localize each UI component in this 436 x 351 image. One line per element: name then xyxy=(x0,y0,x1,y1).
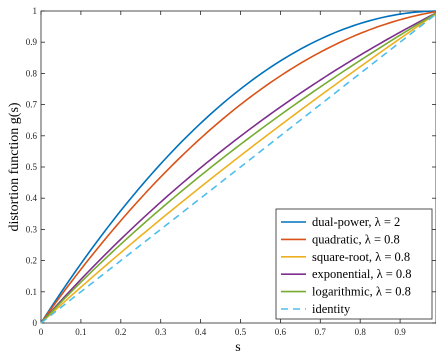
series-line-1 xyxy=(40,10,436,324)
x-tick-label: 0.9 xyxy=(394,327,406,337)
y-tick-label: 1 xyxy=(33,6,38,16)
x-tick-label: 0.3 xyxy=(155,327,167,337)
y-tick-label: 0.8 xyxy=(26,68,38,78)
y-tick-label: 0.6 xyxy=(26,131,38,141)
x-tick-label: 0.8 xyxy=(355,327,367,337)
y-tick-label: 0.5 xyxy=(26,162,38,172)
series-lines xyxy=(40,10,436,324)
y-tick-label: 0.2 xyxy=(26,256,37,266)
series-line-2 xyxy=(40,13,436,324)
y-tick-label: 0.7 xyxy=(26,100,38,110)
legend-box xyxy=(275,208,433,320)
series-line-3 xyxy=(40,12,436,324)
legend-label-2: square-root, λ = 0.8 xyxy=(312,250,410,264)
legend-label-1: quadratic, λ = 0.8 xyxy=(312,232,400,246)
legend-label-3: exponential, λ = 0.8 xyxy=(312,267,412,281)
x-tick-label: 0.1 xyxy=(75,327,86,337)
x-tick-label: 0.7 xyxy=(315,327,327,337)
y-tick-label: 0.3 xyxy=(26,224,38,234)
x-tick-label: 0.4 xyxy=(195,327,207,337)
x-axis-label: s xyxy=(235,340,240,351)
series-line-0 xyxy=(40,10,436,324)
ticks: 0 0.1 0.2 0.3 0.4 0.5 0.6 0.7 0.8 0.9 0 0.1 0.2 0.3 0.… xyxy=(26,6,436,337)
legend-label-0: dual-power, λ = 2 xyxy=(312,215,400,229)
y-axis-label: distortion function g(s) xyxy=(7,102,22,231)
legend: dual-power, λ = 2 quadratic, λ = 0.8 squar… xyxy=(275,208,433,320)
x-tick-label: 0.2 xyxy=(115,327,126,337)
legend-label-5: identity xyxy=(312,302,351,316)
y-tick-label: 0.9 xyxy=(26,37,38,47)
x-tick-label: 0 xyxy=(39,327,44,337)
x-tick-label: 0.5 xyxy=(235,327,247,337)
x-tick-label: 0.6 xyxy=(275,327,287,337)
y-tick-label: 0.1 xyxy=(26,287,37,297)
y-tick-label: 0.4 xyxy=(26,193,38,203)
series-line-4 xyxy=(40,12,436,324)
legend-label-4: logarithmic, λ = 0.8 xyxy=(312,285,411,299)
y-tick-label: 0 xyxy=(33,318,38,328)
